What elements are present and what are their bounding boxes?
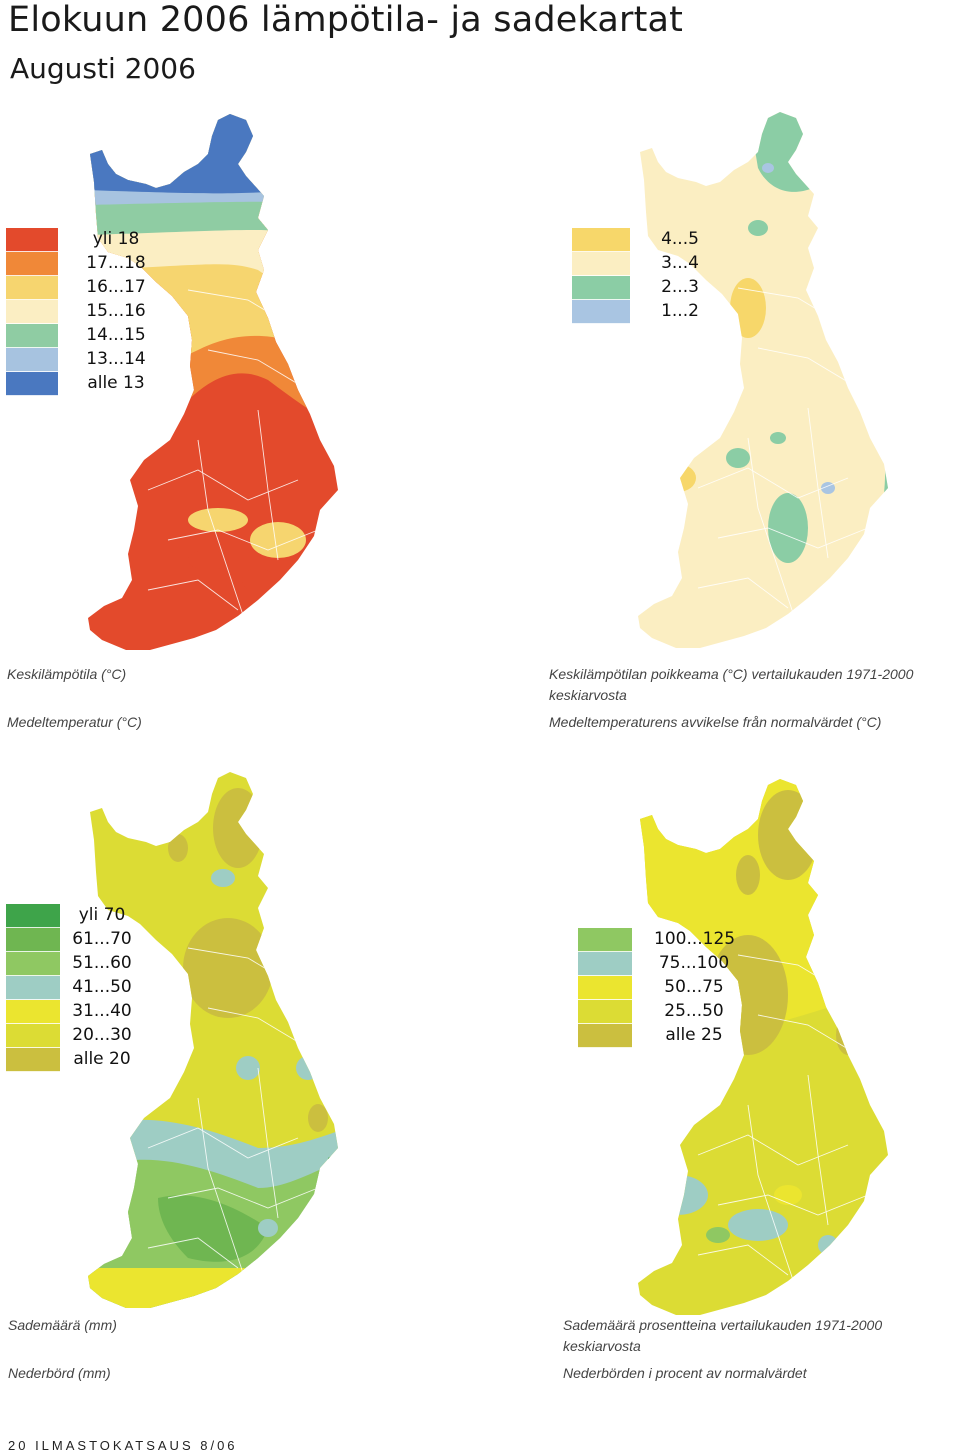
legend-label: 61...70: [72, 929, 132, 949]
legend-label: 25...50: [664, 1001, 724, 1021]
caption-fi-temperature-anomaly: Keskilämpötilan poikkeama (°C) vertailuk…: [549, 666, 914, 703]
legend-swatch: [6, 928, 60, 952]
caption-fi-precipitation: Sademäärä (mm): [8, 1317, 117, 1333]
map-mean-temperature: [88, 114, 338, 650]
legend-label: 100...125: [654, 929, 736, 949]
legend-label: alle 13: [87, 373, 145, 393]
legend-label: alle 25: [665, 1025, 723, 1045]
legend-swatch: [578, 1024, 632, 1048]
legend-swatch: [6, 976, 60, 1000]
legend-label: 14...15: [86, 325, 146, 345]
map-precipitation-percent: [638, 779, 888, 1315]
legend-swatch: [578, 928, 632, 952]
legend-label: 51...60: [72, 953, 132, 973]
legend-label: 15...16: [86, 301, 146, 321]
legend-swatch: [572, 228, 630, 252]
legend-swatch: [6, 952, 60, 976]
legend-swatch: [6, 1048, 60, 1072]
page-title: Elokuun 2006 lämpötila- ja sadekartat: [8, 0, 684, 40]
legend-swatch: [6, 276, 58, 300]
legend-label: 20...30: [72, 1025, 132, 1045]
legend-swatch: [6, 1024, 60, 1048]
legend-label: alle 20: [73, 1049, 131, 1069]
legend-label: yli 18: [92, 229, 140, 249]
legend-swatch: [6, 348, 58, 372]
legend-swatch: [578, 1000, 632, 1024]
legend-label: 31...40: [72, 1001, 132, 1021]
legend-swatch: [572, 252, 630, 276]
legend-label: 3...4: [661, 253, 699, 273]
legend-swatch: [6, 228, 58, 252]
legend-label: 2...3: [661, 277, 699, 297]
page-subtitle: Augusti 2006: [10, 52, 196, 85]
legend-swatch: [6, 372, 58, 396]
caption-sv-precipitation: Nederbörd (mm): [8, 1365, 111, 1381]
map-temperature-anomaly: [638, 112, 888, 648]
caption-fi-precipitation-percent: Sademäärä prosentteina vertailukauden 19…: [563, 1317, 883, 1354]
legend-label: 41...50: [72, 977, 132, 997]
legend-swatch: [6, 252, 58, 276]
legend-label: 1...2: [661, 301, 699, 321]
legend-label: 75...100: [658, 953, 730, 973]
legend-label: 17...18: [86, 253, 146, 273]
legend-label: 4...5: [661, 229, 699, 249]
legend-swatch: [572, 276, 630, 300]
legend-label: yli 70: [78, 905, 126, 925]
caption-sv-temperature-anomaly: Medeltemperaturens avvikelse från normal…: [549, 714, 882, 730]
legend-swatch: [6, 904, 60, 928]
page-footer: 20 ILMASTOKATSAUS 8/06: [8, 1438, 238, 1453]
caption-sv-mean-temperature: Medeltemperatur (°C): [7, 714, 142, 730]
legend-swatch: [6, 324, 58, 348]
legend-label: 16...17: [86, 277, 146, 297]
legend-swatch: [578, 952, 632, 976]
caption-sv-precipitation-percent: Nederbörden i procent av normalvärdet: [563, 1365, 807, 1381]
legend-swatch: [578, 976, 632, 1000]
legend-swatch: [6, 300, 58, 324]
legend-swatch: [6, 1000, 60, 1024]
caption-fi-mean-temperature: Keskilämpötila (°C): [7, 666, 127, 682]
legend-swatch: [572, 300, 630, 324]
map-precipitation: [88, 772, 338, 1308]
legend-label: 50...75: [664, 977, 724, 997]
legend-label: 13...14: [86, 349, 146, 369]
